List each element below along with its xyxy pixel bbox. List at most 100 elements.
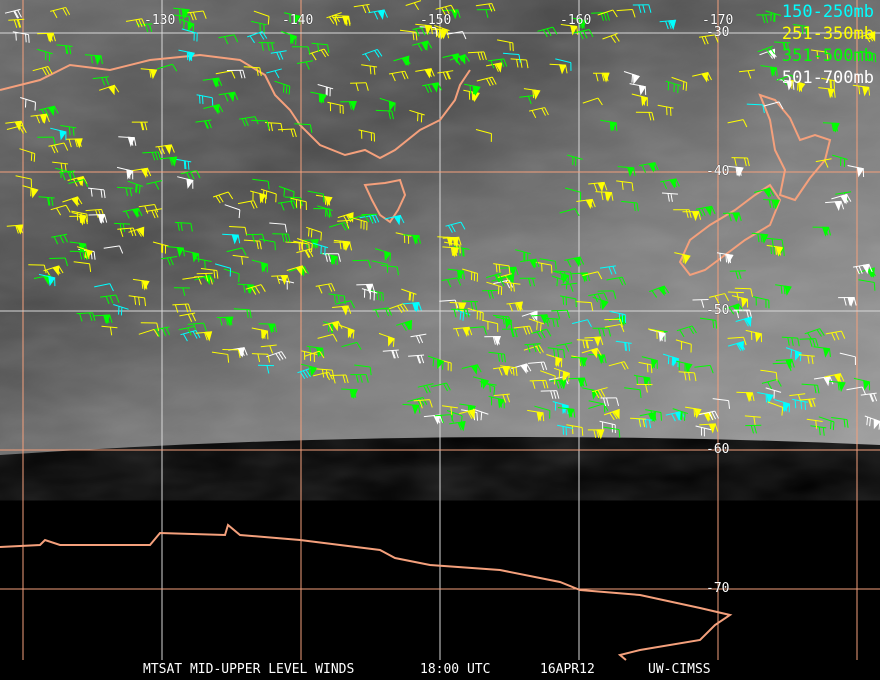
wind-barb: [233, 308, 252, 319]
wind-barb: [481, 319, 499, 332]
wind-barb: [559, 208, 580, 217]
wind-barb: [510, 58, 529, 69]
wind-barb: [560, 24, 579, 36]
wind-barb: [387, 303, 409, 313]
wind-barb: [699, 410, 719, 420]
wind-barb: [28, 264, 47, 274]
wind-barb: [322, 320, 343, 332]
wind-barb: [853, 377, 871, 391]
wind-barb: [393, 55, 411, 67]
wind-barb: [410, 333, 427, 344]
wind-barb: [716, 252, 734, 265]
wind-barb: [801, 383, 820, 394]
wind-barb: [179, 312, 197, 322]
wind-barb: [523, 344, 544, 354]
wind-barb: [177, 176, 194, 189]
wind-barb: [617, 166, 636, 177]
wind-barb: [486, 62, 503, 73]
wind-barb: [543, 317, 560, 328]
wind-barb: [6, 224, 24, 235]
wind-barb: [218, 91, 239, 103]
wind-barb: [603, 426, 621, 438]
wind-barb: [482, 289, 499, 299]
wind-barb: [128, 295, 147, 307]
wind-barb: [32, 66, 53, 76]
wind-barb: [100, 294, 120, 305]
wind-barb: [195, 119, 212, 129]
wind-barb: [534, 405, 551, 419]
wind-barb: [513, 325, 534, 335]
wind-barb: [576, 339, 593, 349]
wind-barb: [496, 273, 513, 283]
wind-barb: [552, 270, 570, 284]
wind-barb: [832, 154, 848, 167]
wind-barb: [329, 374, 349, 384]
wind-barb: [88, 187, 106, 199]
wind-barb: [251, 259, 269, 273]
wind-barb: [570, 17, 588, 30]
wind-barb: [488, 395, 505, 409]
wind-barb: [317, 333, 338, 342]
wind-barb: [101, 325, 118, 336]
wind-barb: [445, 221, 466, 233]
wind-barb: [557, 407, 576, 419]
wind-barb: [615, 340, 632, 352]
wind-barb: [761, 378, 782, 390]
wind-barb: [374, 248, 392, 262]
wind-barb: [181, 28, 198, 42]
wind-barb: [852, 84, 871, 97]
wind-barb: [546, 354, 563, 368]
wind-barb: [636, 383, 653, 393]
wind-barb: [161, 255, 178, 266]
wind-barb: [368, 9, 388, 20]
wind-barb: [645, 409, 662, 421]
wind-barb: [735, 316, 752, 328]
wind-barb: [203, 103, 224, 115]
wind-barb: [229, 226, 248, 236]
wind-barb: [258, 323, 277, 334]
legend-entry: 351-500mb: [781, 46, 874, 66]
wind-barb: [818, 87, 836, 99]
caption-bar: MTSAT MID-UPPER LEVEL WINDS 18:00 UTC 16AP…: [0, 662, 880, 678]
wind-barb: [825, 200, 845, 212]
wind-barb: [523, 88, 541, 100]
wind-barb: [699, 423, 719, 434]
wind-barb: [731, 295, 749, 308]
wind-barb: [528, 361, 548, 371]
longitude-label: -130: [144, 13, 176, 28]
latitude-label: -70: [706, 581, 730, 596]
wind-barb: [467, 51, 487, 61]
wind-barb: [785, 347, 802, 362]
wind-barb: [280, 31, 298, 45]
wind-barb: [860, 392, 878, 402]
wind-barb: [502, 52, 521, 63]
wind-barb: [812, 226, 831, 237]
wind-barb: [464, 83, 481, 96]
wind-barb: [738, 69, 755, 79]
wind-barb: [745, 424, 762, 434]
wind-barb: [475, 129, 492, 142]
wind-barb: [616, 9, 636, 18]
wind-barb: [251, 119, 270, 130]
wind-barb: [540, 370, 556, 385]
coastline-tasmania: [363, 178, 407, 224]
wind-barb: [128, 226, 145, 238]
wind-barb: [639, 162, 659, 173]
wind-barb: [399, 29, 418, 41]
wind-barb: [528, 107, 549, 119]
wind-barb: [676, 325, 697, 338]
wind-barb: [451, 308, 470, 318]
wind-barb: [633, 374, 651, 387]
wind-barb: [531, 328, 552, 340]
wind-barb: [12, 31, 30, 43]
wind-barb: [341, 341, 362, 350]
wind-barb: [415, 23, 433, 35]
wind-barb: [621, 200, 639, 212]
wind-barb: [122, 207, 143, 219]
wind-barb: [435, 4, 456, 16]
wind-barb: [271, 274, 291, 286]
wind-barb: [441, 405, 458, 416]
wind-barb: [140, 322, 160, 332]
wind-barb: [527, 409, 545, 422]
wind-barb: [73, 261, 92, 272]
